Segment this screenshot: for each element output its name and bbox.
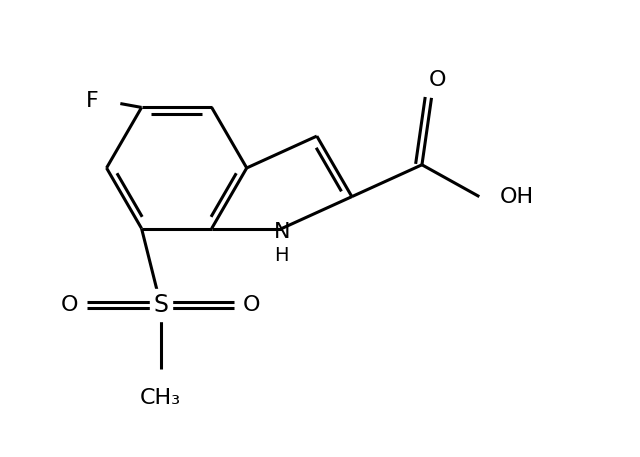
Text: O: O: [61, 295, 78, 315]
Text: O: O: [429, 70, 447, 90]
Text: OH: OH: [500, 186, 534, 207]
Text: CH₃: CH₃: [140, 388, 181, 408]
Text: F: F: [86, 91, 99, 111]
Text: S: S: [153, 293, 168, 317]
Text: O: O: [243, 295, 260, 315]
Text: N: N: [273, 222, 290, 242]
Text: H: H: [275, 246, 289, 265]
